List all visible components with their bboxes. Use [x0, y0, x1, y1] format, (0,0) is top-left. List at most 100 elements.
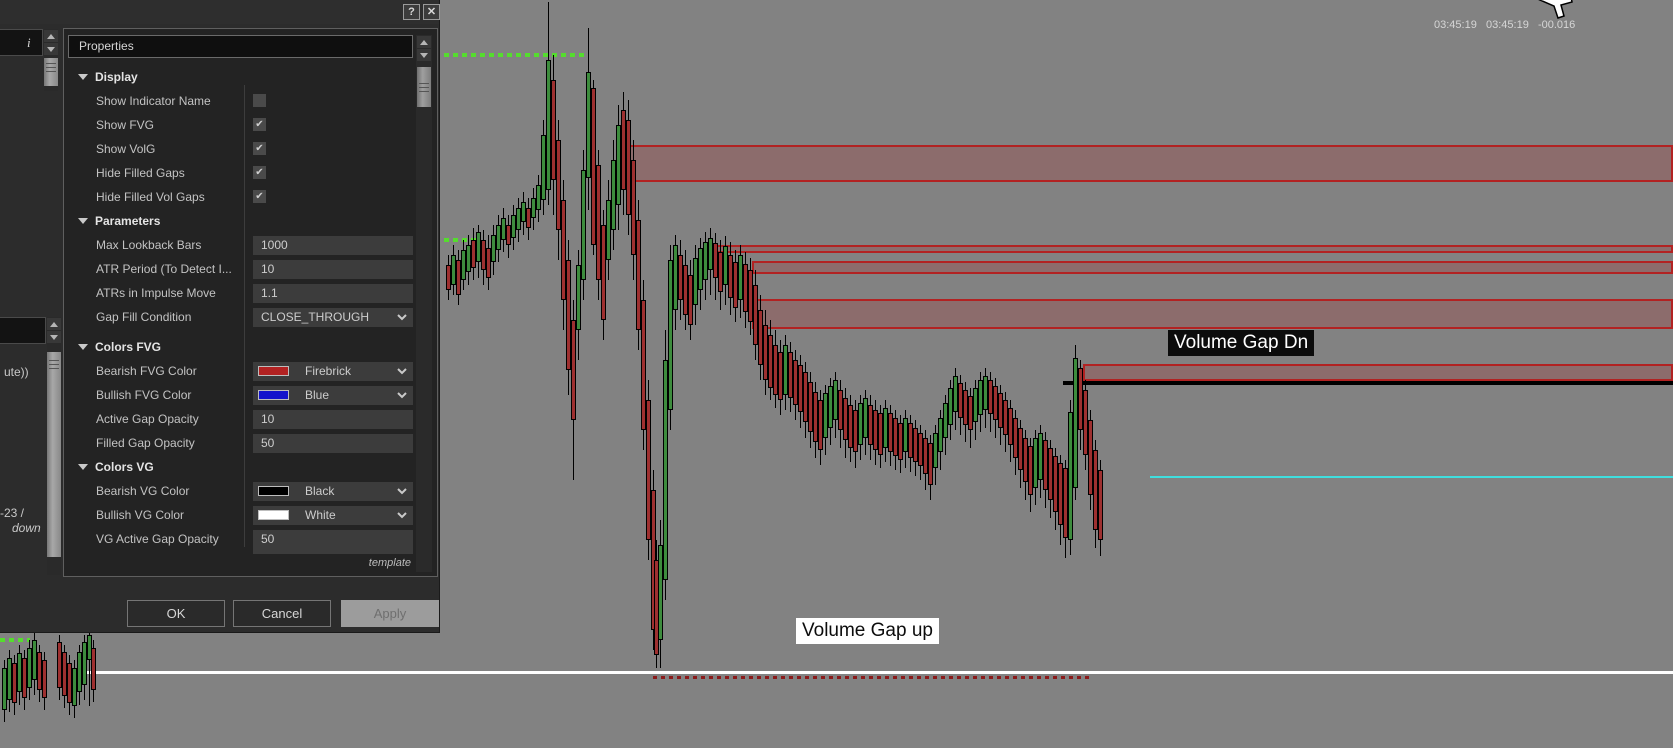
candle-body	[32, 640, 37, 680]
study-settings-window: ? ✕ i ute)) -23 /down Properties Display S	[0, 0, 440, 633]
property-row: ATRs in Impulse Move 1.1	[64, 281, 416, 305]
scrollbar-thumb[interactable]	[47, 352, 61, 557]
price-line	[1150, 476, 1673, 478]
value-select[interactable]: CLOSE_THROUGH	[253, 307, 413, 327]
study-name-partial: ute))	[4, 365, 29, 379]
candle-body	[611, 160, 616, 230]
chevron-down-icon	[397, 511, 407, 518]
study-name-partial: down	[12, 521, 41, 535]
scrollbar-thumb[interactable]	[417, 67, 431, 107]
scroll-down-icon[interactable]	[47, 331, 61, 343]
scroll-down-icon[interactable]	[417, 49, 431, 61]
candle-body	[963, 390, 968, 425]
dotted-signal-line	[444, 53, 584, 57]
candle-body	[616, 125, 621, 205]
scrollbar-thumb[interactable]	[44, 58, 58, 86]
property-label: Bearish FVG Color	[96, 364, 197, 378]
studies-list-row[interactable]	[0, 29, 43, 56]
help-icon[interactable]: ?	[403, 4, 420, 20]
candle-body	[646, 400, 651, 540]
studies-list-row[interactable]	[0, 317, 46, 344]
value-input[interactable]: 1000	[253, 235, 413, 255]
candle-body	[818, 400, 823, 450]
candle-body	[873, 410, 878, 450]
candle-body	[1063, 468, 1068, 538]
candle-body	[636, 220, 641, 330]
property-row: Show FVG ✔	[64, 113, 416, 137]
apply-button[interactable]: Apply	[341, 600, 439, 627]
candle-body	[42, 660, 47, 698]
color-select[interactable]: Blue	[253, 385, 413, 405]
color-select[interactable]: Firebrick	[253, 361, 413, 381]
study-name-partial: -23 /	[0, 506, 25, 520]
property-label: Bullish VG Color	[96, 508, 185, 522]
candle-body	[823, 393, 828, 438]
value-input[interactable]: 10	[253, 409, 413, 429]
candle-body	[683, 265, 688, 315]
candle-body	[673, 245, 678, 310]
candle-body	[516, 208, 521, 230]
list-scrollbar[interactable]	[44, 29, 58, 91]
scroll-up-icon[interactable]	[417, 36, 431, 48]
scroll-down-icon[interactable]	[44, 43, 58, 55]
property-label: Max Lookback Bars	[96, 238, 202, 252]
section-header-colors-vg[interactable]: Colors VG	[64, 455, 416, 479]
value-input[interactable]: 1.1	[253, 283, 413, 303]
checkbox-unchecked[interactable]	[253, 94, 266, 107]
value-input[interactable]: 10	[253, 259, 413, 279]
candle-body	[998, 393, 1003, 428]
section-header-parameters[interactable]: Parameters	[64, 209, 416, 233]
property-row: Show Indicator Name	[64, 89, 416, 113]
color-select[interactable]: White	[253, 505, 413, 525]
checkbox-checked[interactable]: ✔	[253, 118, 266, 131]
candle-body	[536, 185, 541, 210]
property-row: Hide Filled Gaps ✔	[64, 161, 416, 185]
candle-body	[1058, 463, 1063, 525]
property-row: Bearish FVG Color Firebrick	[64, 359, 416, 383]
candle-body	[551, 80, 556, 180]
property-label: Active Gap Opacity	[96, 412, 199, 426]
candle-body	[496, 225, 501, 250]
scroll-up-icon[interactable]	[47, 318, 61, 330]
value-cell: Black	[253, 481, 413, 501]
section-header-colors-fvg[interactable]: Colors FVG	[64, 335, 416, 359]
value-input[interactable]: 50	[253, 433, 413, 453]
value-input[interactable]: 50	[253, 529, 413, 549]
candle-body	[888, 413, 893, 452]
panel-scrollbar[interactable]	[416, 35, 432, 572]
scroll-up-icon[interactable]	[44, 30, 58, 42]
chevron-down-icon	[397, 367, 407, 374]
ok-button[interactable]: OK	[127, 600, 225, 627]
window-titlebar[interactable]: ? ✕	[0, 0, 440, 24]
candle-body	[1043, 440, 1048, 490]
property-label: Show Indicator Name	[96, 94, 211, 108]
candle-body	[723, 246, 728, 285]
candle-body	[1018, 428, 1023, 470]
checkbox-checked[interactable]: ✔	[253, 190, 266, 203]
candle-body	[1098, 470, 1103, 540]
candle-body	[728, 255, 733, 298]
color-swatch	[258, 365, 289, 376]
candle-body	[663, 360, 668, 580]
cancel-button[interactable]: Cancel	[233, 600, 331, 627]
candle-body	[7, 658, 12, 700]
candle-body	[768, 335, 773, 388]
checkbox-checked[interactable]: ✔	[253, 142, 266, 155]
value-cell: 50	[253, 529, 413, 549]
value-cell: Firebrick	[253, 361, 413, 381]
candle-body	[968, 396, 973, 430]
properties-panel-title: Properties	[68, 35, 413, 58]
list-scrollbar[interactable]	[47, 317, 61, 575]
fvg-gap-rect	[708, 245, 1673, 253]
section-header-display[interactable]: Display	[64, 65, 416, 89]
candle-body	[481, 240, 486, 270]
mouse-cursor-icon	[1538, 0, 1573, 19]
color-select[interactable]: Black	[253, 481, 413, 501]
property-label: Show VolG	[96, 142, 156, 156]
checkbox-checked[interactable]: ✔	[253, 166, 266, 179]
close-icon[interactable]: ✕	[423, 4, 440, 20]
candle-body	[843, 398, 848, 440]
collapse-triangle-icon	[78, 344, 88, 350]
candle-body	[27, 648, 32, 688]
